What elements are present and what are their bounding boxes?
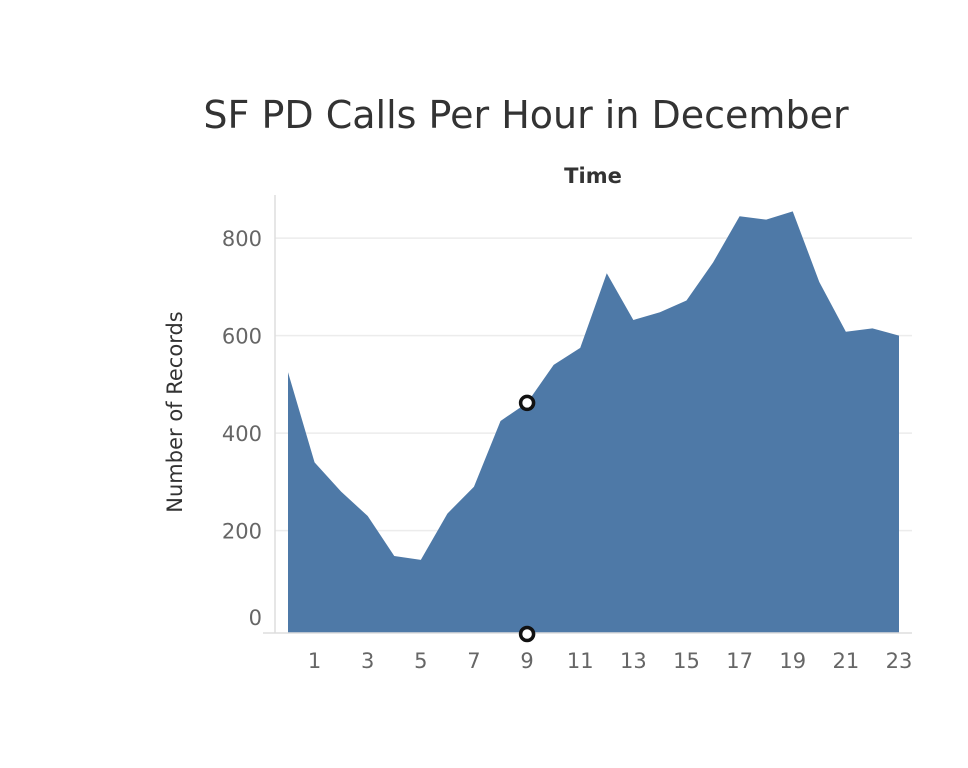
x-tick-label: 3 [361, 649, 374, 673]
x-tick-label: 23 [886, 649, 913, 673]
x-tick-label: 17 [726, 649, 753, 673]
y-tick-label: 600 [222, 325, 262, 349]
x-tick-labels: 1 3 5 7 9 11 13 15 17 19 21 23 [308, 649, 912, 673]
highlight-markers[interactable] [518, 394, 536, 643]
x-tick-label: 13 [620, 649, 647, 673]
facet-label: Time [564, 164, 622, 188]
x-tick-label: 5 [414, 649, 427, 673]
y-tick-label: 400 [222, 422, 262, 446]
axes [263, 195, 912, 634]
area-series [288, 211, 899, 633]
area-fill [288, 211, 899, 633]
hover-marker-point [518, 394, 536, 412]
x-tick-label: 9 [520, 649, 533, 673]
y-axis-label: Number of Records [163, 311, 187, 512]
y-tick-label: 800 [222, 227, 262, 251]
y-tick-label: 200 [222, 520, 262, 544]
x-tick-label: 1 [308, 649, 321, 673]
x-tick-label: 7 [467, 649, 480, 673]
x-tick-label: 15 [673, 649, 700, 673]
x-tick-label: 11 [567, 649, 594, 673]
y-tick-label: 0 [249, 606, 262, 630]
y-tick-labels: 0 200 400 600 800 [222, 227, 262, 630]
x-tick-label: 21 [833, 649, 860, 673]
chart-title: SF PD Calls Per Hour in December [203, 93, 849, 137]
hover-marker-axis [518, 625, 536, 643]
x-tick-label: 19 [779, 649, 806, 673]
